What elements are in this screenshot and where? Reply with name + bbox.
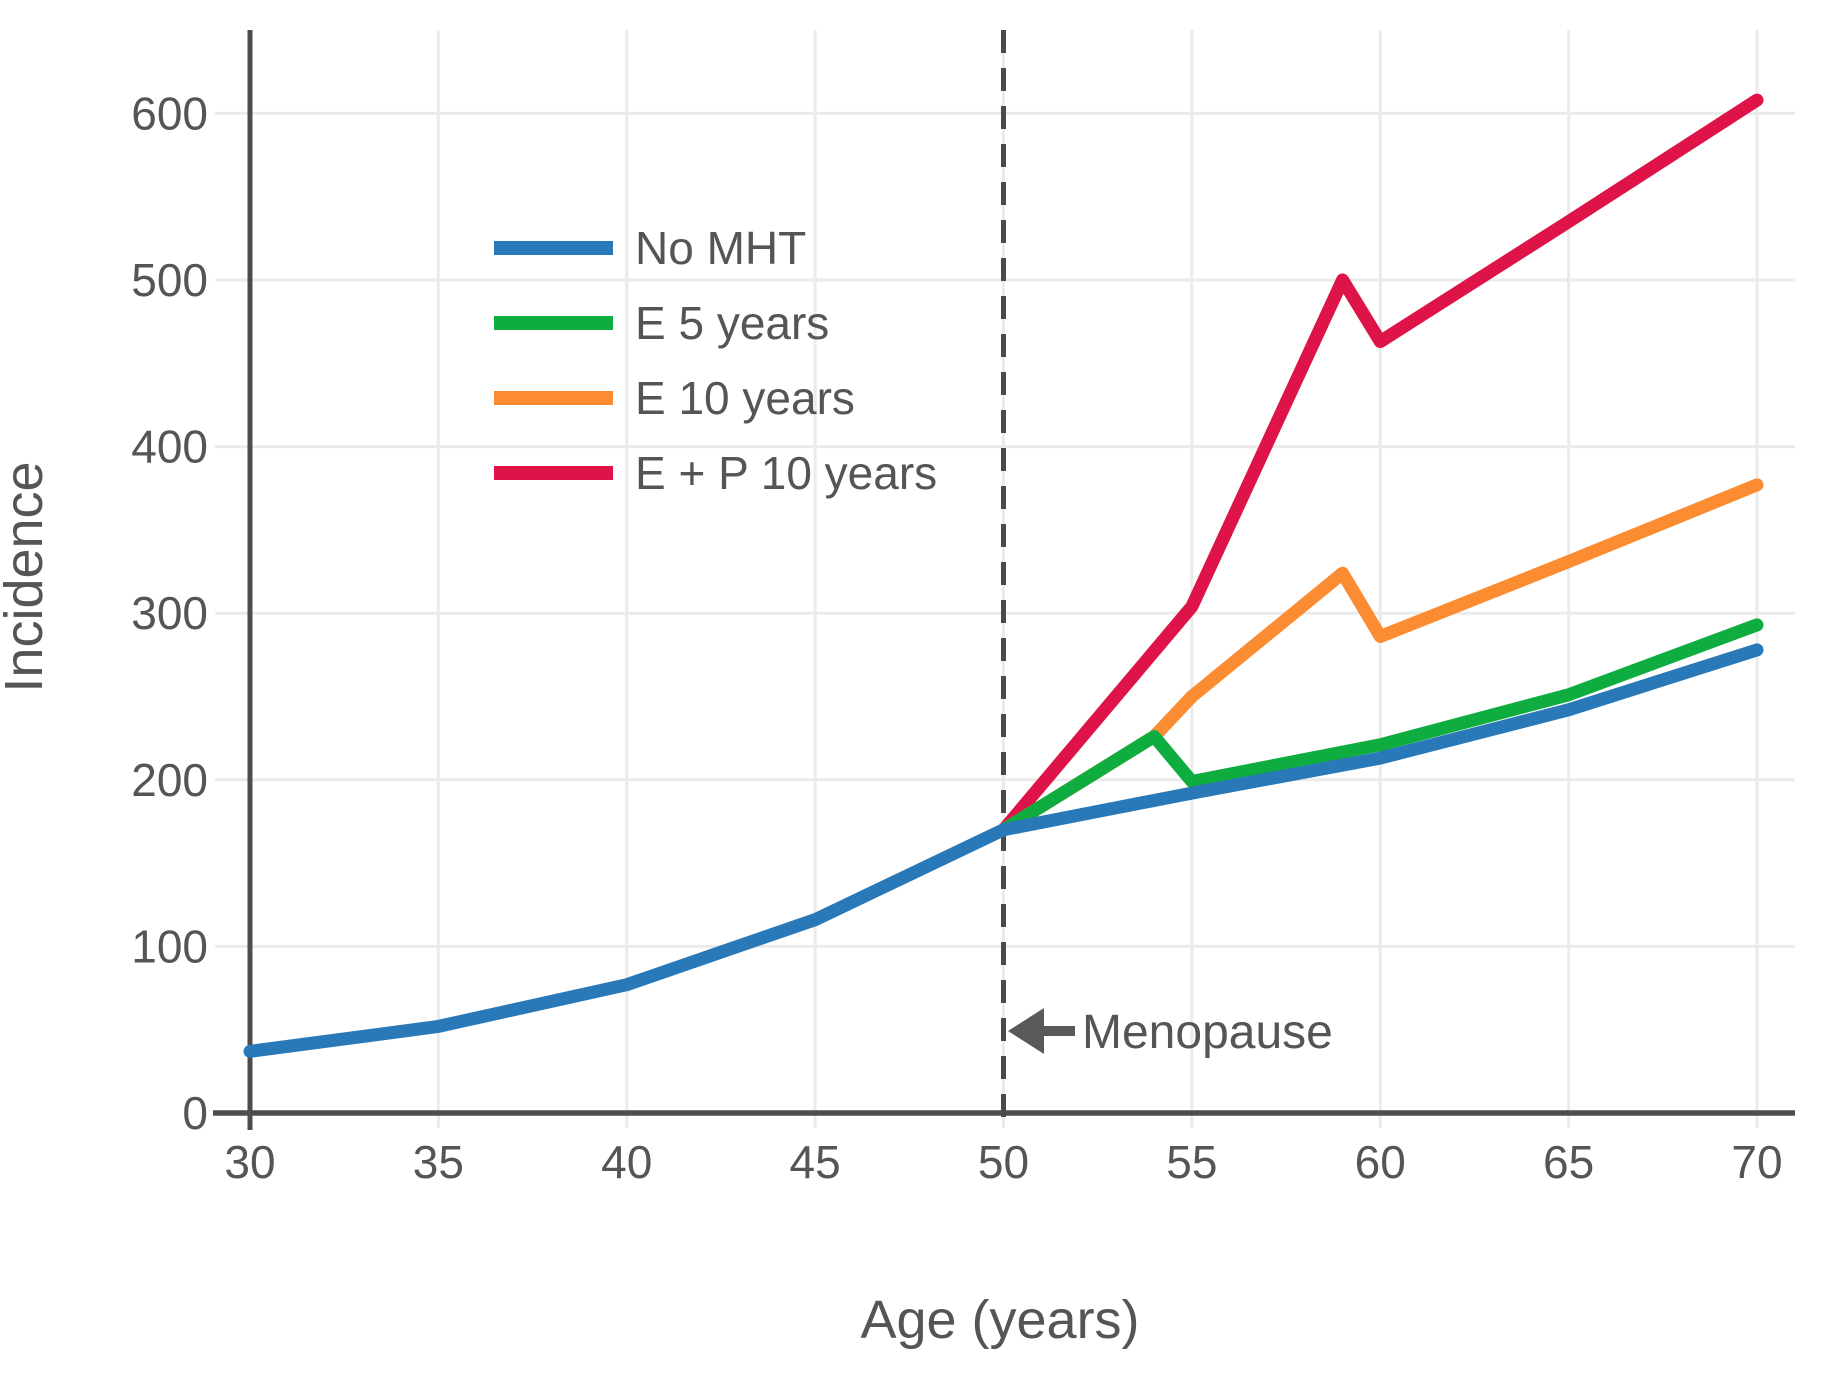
legend-item-e-p-10-years: E + P 10 years [494,447,937,499]
series-line-no-mht [243,643,1764,1058]
y-tick-label: 400 [131,421,208,473]
data-series [243,93,1764,1058]
x-tick-label: 70 [1731,1136,1782,1188]
legend-item-e-5-years: E 5 years [494,297,829,349]
legend-item-e-10-years: E 10 years [494,372,855,424]
legend-item-no-mht: No MHT [494,222,806,274]
arrow-left-icon [1008,1008,1044,1054]
legend-label-e-10-years: E 10 years [635,372,855,424]
x-axis-title: Age (years) [860,1290,1139,1350]
y-tick-label: 0 [182,1087,208,1139]
menopause-annotation: Menopause [1008,1006,1333,1059]
y-tick-label: 100 [131,920,208,972]
y-tick-label: 600 [131,87,208,139]
x-tick-label: 65 [1543,1136,1594,1188]
menopause-label: Menopause [1082,1006,1333,1059]
legend-label-e-p-10-years: E + P 10 years [635,447,937,499]
x-tick-label: 40 [601,1136,652,1188]
x-tick-label: 55 [1166,1136,1217,1188]
axis-titles: Age (years) Incidence [0,461,1140,1350]
y-tick-label: 500 [131,254,208,306]
x-tick-label: 50 [978,1136,1029,1188]
legend-label-e-5-years: E 5 years [635,297,829,349]
tick-labels: 30 35 40 45 50 55 60 65 70 0 100 200 300 400 500 600 [131,87,1782,1188]
series-line-e-5-years [997,618,1764,837]
legend: No MHT E 5 years E 10 years E + P 10 years [494,222,937,499]
x-tick-label: 35 [413,1136,464,1188]
x-tick-label: 45 [790,1136,841,1188]
y-axis-title: Incidence [0,461,54,692]
legend-label-no-mht: No MHT [635,222,806,274]
y-tick-label: 200 [131,754,208,806]
series-line-e-p-10-years [997,93,1764,837]
y-tick-label: 300 [131,587,208,639]
x-tick-label: 60 [1355,1136,1406,1188]
x-gridlines [436,30,1759,1128]
x-tick-label: 30 [224,1136,275,1188]
